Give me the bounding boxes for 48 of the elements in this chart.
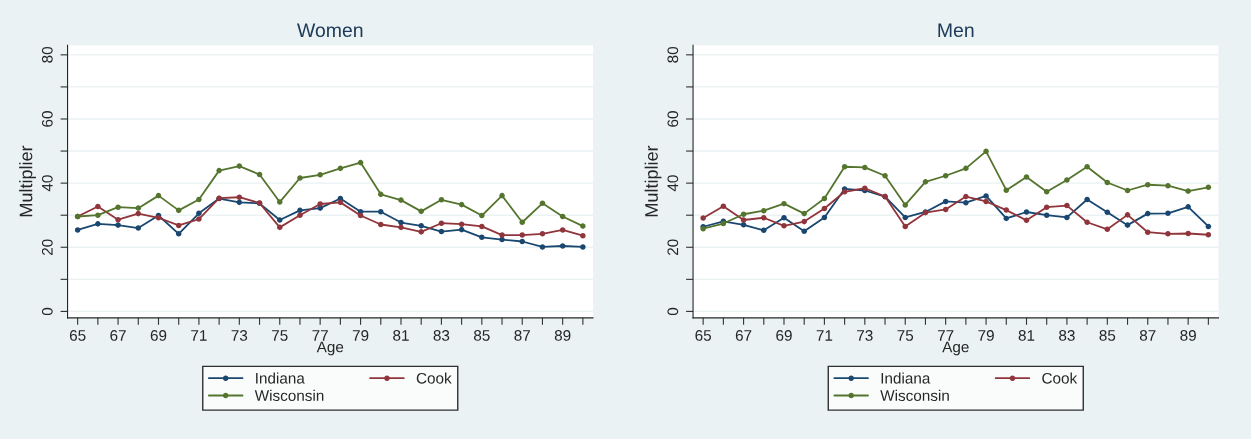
y-tick-label: 40 [667, 175, 679, 192]
x-tick-label: 71 [816, 330, 833, 341]
y-tick-label: 60 [41, 111, 53, 127]
x-tick-label: 79 [352, 330, 369, 341]
legend-label: Indiana [256, 372, 305, 384]
x-tick-label: 81 [1018, 330, 1035, 341]
y-tick-label: 80 [667, 46, 679, 63]
y-tick-label: 20 [41, 239, 53, 255]
x-tick-label: 87 [1139, 330, 1156, 341]
y-tick-label: 40 [41, 175, 53, 192]
legend-label: Cook [416, 372, 452, 384]
x-tick-label: 73 [231, 330, 248, 341]
y-tick-label: 0 [41, 307, 53, 316]
legend-label: Cook [1042, 372, 1078, 384]
chart-title: Women [297, 23, 363, 38]
chart-title: Men [938, 23, 974, 38]
x-tick-label: 81 [393, 330, 409, 341]
legend-label: Wisconsin [254, 389, 324, 401]
x-axis-title: Age [316, 341, 344, 356]
x-tick-label: 89 [1180, 330, 1196, 341]
y-tick-label: 20 [667, 239, 679, 255]
x-tick-label: 73 [857, 330, 873, 341]
x-tick-label: 75 [897, 330, 914, 341]
x-axis-title: Age [942, 341, 969, 356]
x-tick-label: 71 [191, 330, 207, 341]
y-axis-title: Multiplier [644, 145, 662, 217]
x-tick-label: 77 [312, 330, 328, 341]
y-axis-title: Multiplier [19, 145, 36, 217]
x-tick-label: 79 [978, 330, 994, 341]
x-tick-label: 85 [1099, 330, 1116, 341]
x-tick-label: 85 [474, 330, 490, 341]
x-tick-label: 77 [937, 330, 954, 341]
x-tick-label: 69 [150, 330, 167, 341]
x-tick-label: 65 [695, 330, 712, 341]
x-tick-label: 83 [433, 330, 450, 341]
legend-label: Indiana [881, 372, 931, 384]
x-tick-label: 87 [514, 330, 530, 341]
x-tick-label: 69 [776, 330, 792, 341]
x-tick-label: 67 [110, 330, 126, 341]
x-tick-label: 83 [1059, 330, 1075, 341]
x-tick-label: 89 [554, 330, 571, 341]
y-tick-label: 60 [667, 111, 679, 127]
x-tick-label: 67 [735, 330, 752, 341]
x-tick-label: 65 [69, 330, 86, 341]
legend-label: Wisconsin [880, 389, 949, 401]
y-tick-label: 0 [667, 307, 679, 316]
y-tick-label: 80 [41, 46, 53, 63]
x-tick-label: 75 [272, 330, 288, 341]
